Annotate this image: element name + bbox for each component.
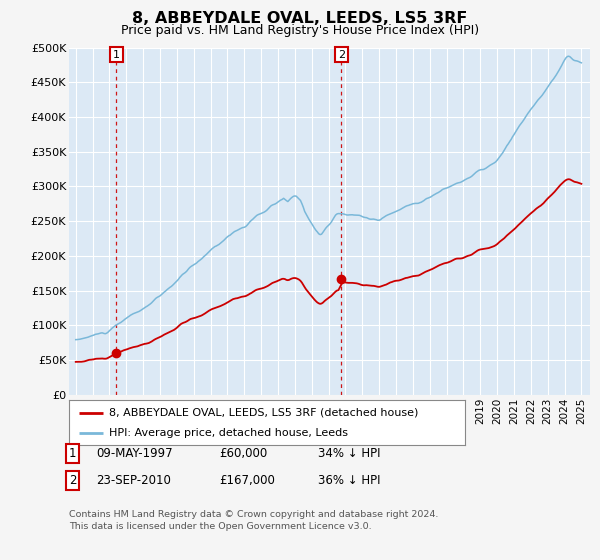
Text: HPI: Average price, detached house, Leeds: HPI: Average price, detached house, Leed… [109, 428, 347, 438]
Text: 34% ↓ HPI: 34% ↓ HPI [318, 447, 380, 460]
Text: 1: 1 [113, 49, 120, 59]
Text: 8, ABBEYDALE OVAL, LEEDS, LS5 3RF (detached house): 8, ABBEYDALE OVAL, LEEDS, LS5 3RF (detac… [109, 408, 418, 418]
Text: 1: 1 [69, 447, 77, 460]
Text: 8, ABBEYDALE OVAL, LEEDS, LS5 3RF: 8, ABBEYDALE OVAL, LEEDS, LS5 3RF [133, 11, 467, 26]
Text: Contains HM Land Registry data © Crown copyright and database right 2024.: Contains HM Land Registry data © Crown c… [69, 510, 439, 519]
Text: This data is licensed under the Open Government Licence v3.0.: This data is licensed under the Open Gov… [69, 522, 371, 531]
Text: Price paid vs. HM Land Registry's House Price Index (HPI): Price paid vs. HM Land Registry's House … [121, 24, 479, 36]
Text: £60,000: £60,000 [219, 447, 267, 460]
Text: 09-MAY-1997: 09-MAY-1997 [96, 447, 173, 460]
Text: 36% ↓ HPI: 36% ↓ HPI [318, 474, 380, 487]
Text: 2: 2 [69, 474, 77, 487]
Text: £167,000: £167,000 [219, 474, 275, 487]
Text: 2: 2 [338, 49, 345, 59]
Text: 23-SEP-2010: 23-SEP-2010 [96, 474, 171, 487]
